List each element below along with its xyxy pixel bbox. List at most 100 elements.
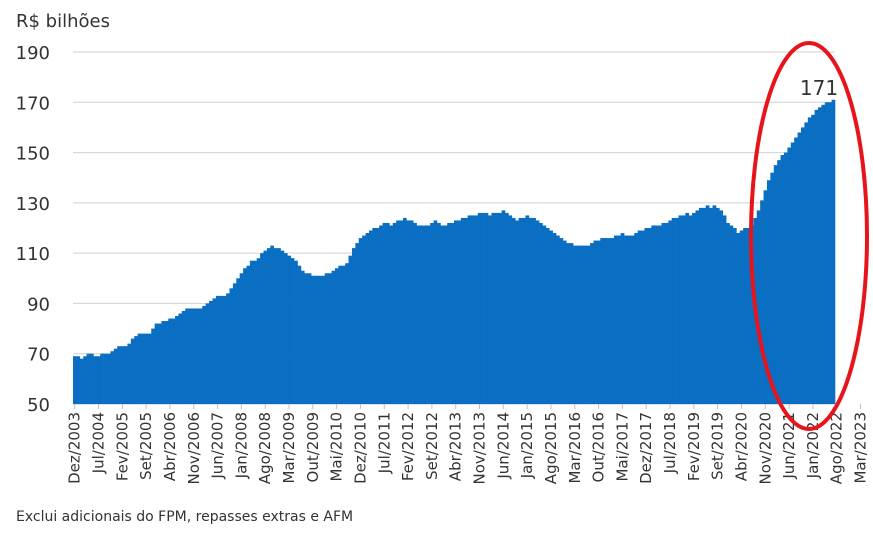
- bar: [209, 300, 213, 404]
- bar: [634, 233, 638, 404]
- bar: [790, 142, 795, 404]
- bar: [515, 220, 519, 404]
- bar-series: [73, 99, 836, 405]
- bar: [494, 212, 499, 404]
- x-tick-label: Abr/2006: [161, 412, 179, 481]
- bar: [436, 222, 441, 404]
- bar: [219, 295, 223, 404]
- bar: [317, 275, 322, 404]
- x-tick-label: Out/2009: [304, 412, 322, 482]
- bar: [545, 228, 550, 404]
- bar: [766, 180, 771, 404]
- bar: [447, 222, 451, 404]
- bar: [76, 356, 81, 404]
- bar: [481, 212, 485, 404]
- bar: [783, 152, 788, 404]
- bar: [290, 258, 295, 404]
- bar: [161, 321, 166, 404]
- bar: [508, 215, 513, 404]
- x-tick-label: Jan/2022: [804, 412, 822, 479]
- bar: [477, 212, 482, 404]
- bar: [661, 222, 666, 404]
- x-tick-label: Set/2019: [709, 412, 727, 480]
- bar: [127, 343, 132, 404]
- bar: [256, 258, 261, 404]
- bar: [243, 268, 247, 404]
- bar: [399, 220, 404, 404]
- bar: [341, 265, 346, 404]
- bar: [236, 278, 240, 404]
- bar: [185, 308, 189, 404]
- bar: [79, 358, 84, 404]
- bar: [151, 328, 155, 404]
- bar: [137, 333, 142, 404]
- bar: [542, 225, 547, 404]
- bar: [484, 212, 489, 404]
- bar: [511, 217, 516, 404]
- x-tick-label: Mar/2016: [566, 412, 584, 484]
- bar: [192, 308, 196, 404]
- x-tick-label: Dez/2017: [637, 412, 655, 484]
- bar: [668, 220, 673, 404]
- x-tick-label: Jan/2015: [518, 412, 536, 479]
- bar: [348, 255, 353, 404]
- bar: [685, 212, 690, 404]
- bar: [355, 243, 360, 404]
- bar: [406, 220, 411, 404]
- bar: [817, 107, 822, 404]
- bar: [430, 222, 434, 404]
- x-tick-label: Fev/2012: [399, 412, 417, 481]
- bar: [464, 217, 468, 404]
- bar: [471, 215, 475, 404]
- bar: [351, 248, 356, 404]
- x-tick-label: Ago/2008: [256, 412, 274, 484]
- bar: [215, 295, 220, 404]
- bar: [617, 235, 621, 404]
- bar: [314, 275, 319, 404]
- bar: [90, 353, 94, 404]
- bar: [610, 238, 615, 404]
- bar: [641, 230, 645, 404]
- bar: [73, 356, 77, 404]
- bar: [433, 220, 438, 404]
- bar: [719, 210, 724, 404]
- bar: [134, 336, 138, 404]
- bar: [569, 243, 574, 404]
- bar: [532, 217, 536, 404]
- bar: [246, 265, 251, 404]
- bar: [226, 293, 230, 404]
- bar: [416, 225, 421, 404]
- bar: [488, 215, 492, 404]
- bar: [93, 356, 98, 404]
- bar: [647, 228, 652, 404]
- bar: [154, 323, 159, 404]
- bar: [287, 255, 292, 404]
- bar: [124, 346, 128, 404]
- bar: [198, 308, 203, 404]
- bar: [797, 132, 802, 404]
- x-tick-label: Jan/2008: [232, 412, 250, 479]
- bar: [586, 245, 591, 404]
- bar: [270, 245, 274, 404]
- x-tick-label: Jul/2011: [375, 412, 393, 474]
- bar: [794, 137, 798, 405]
- bar: [372, 228, 377, 404]
- bar: [188, 308, 193, 404]
- bar: [107, 353, 111, 404]
- bar: [664, 222, 669, 404]
- bar: [630, 235, 635, 404]
- bar: [229, 288, 234, 404]
- bar: [620, 233, 625, 404]
- bar: [549, 230, 553, 404]
- bar: [260, 253, 264, 404]
- x-tick-label: Nov/2013: [471, 412, 489, 485]
- bar: [181, 310, 186, 404]
- bar: [637, 230, 642, 404]
- bar: [266, 248, 271, 404]
- bar: [770, 172, 775, 404]
- bar: [300, 270, 305, 404]
- bar: [175, 316, 179, 404]
- bar: [263, 250, 268, 404]
- bar: [379, 225, 383, 404]
